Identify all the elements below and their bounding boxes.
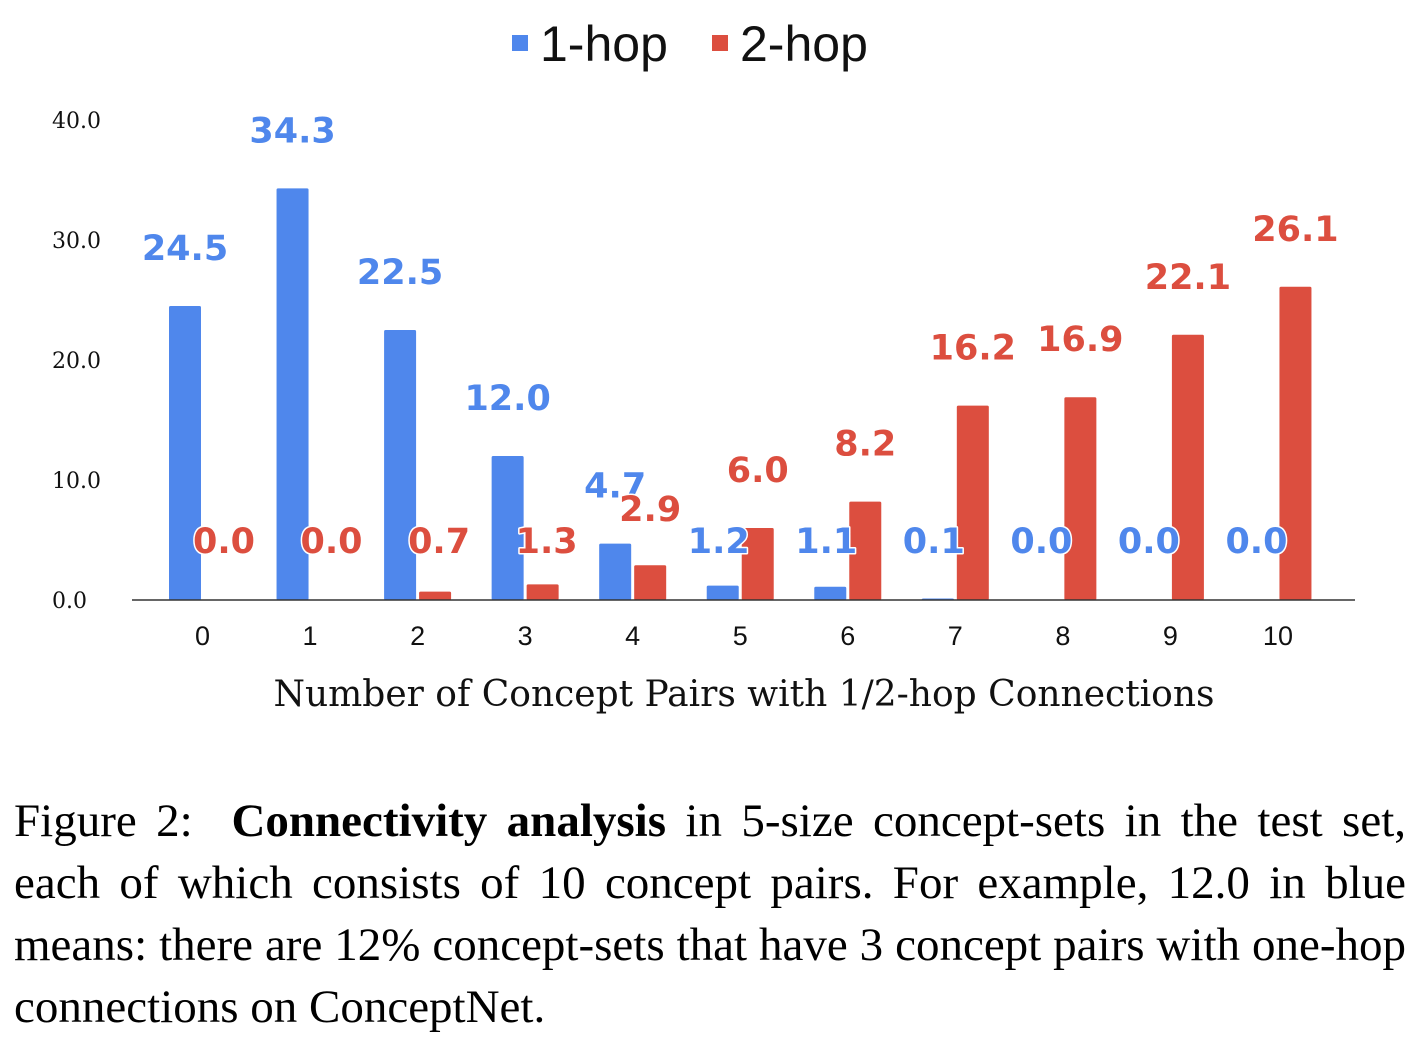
y-tick-label: 0.0 [52, 589, 87, 614]
data-label-1-hop-0: 24.5 [142, 229, 228, 269]
data-label-2-hop-0: 0.0 [193, 522, 255, 562]
bar-2-hop-3 [526, 584, 559, 600]
data-label-2-hop-6: 8.2 [834, 425, 896, 465]
x-tick-label: 5 [733, 621, 748, 651]
data-label-1-hop-2: 22.5 [357, 253, 443, 293]
caption-prefix: Figure 2: [14, 795, 193, 847]
data-label-1-hop-4: 4.7 [584, 467, 646, 507]
data-label-2-hop-2: 0.7 [408, 522, 470, 562]
bar-2-hop-8 [1064, 397, 1097, 600]
data-label-1-hop-10: 0.0 [1225, 522, 1287, 562]
bar-2-hop-4 [634, 565, 667, 600]
bar-1-hop-6 [814, 586, 847, 600]
caption-bold: Connectivity analysis [231, 795, 667, 847]
bar-2-hop-7 [956, 405, 989, 600]
data-label-1-hop-6: 1.1 [795, 522, 857, 562]
x-tick-label: 6 [840, 621, 855, 651]
x-axis-label: Number of Concept Pairs with 1/2-hop Con… [273, 674, 1214, 715]
y-tick-label: 20.0 [52, 349, 101, 374]
data-label-1-hop-3: 12.0 [464, 379, 550, 419]
bar-2-hop-5 [741, 528, 774, 600]
legend-label-2-hop: 2-hop [740, 16, 868, 72]
data-label-2-hop-8: 16.9 [1037, 320, 1123, 360]
y-axis: 0.0 10.0 20.0 30.0 40.0 [52, 109, 101, 614]
bar-1-hop-0 [169, 306, 201, 600]
x-tick-label: 7 [948, 621, 963, 651]
bars [169, 188, 1312, 600]
bar-1-hop-2 [384, 330, 417, 600]
x-tick-label: 10 [1263, 621, 1293, 651]
bar-2-hop-10 [1279, 286, 1312, 600]
data-label-1-hop-5: 1.2 [688, 522, 750, 562]
x-tick-label: 8 [1055, 621, 1070, 651]
data-label-1-hop-8: 0.0 [1010, 522, 1072, 562]
bar-1-hop-4 [599, 543, 632, 600]
bar-2-hop-6 [849, 501, 882, 600]
data-label-1-hop-7: 0.1 [903, 522, 965, 562]
data-label-2-hop-9: 22.1 [1145, 258, 1231, 298]
data-label-1-hop-1: 34.3 [249, 111, 335, 151]
bar-2-hop-9 [1171, 334, 1204, 600]
connectivity-bar-chart: 1-hop 2-hop 0.010.020.030.040.0 24.50.034… [52, 16, 1355, 715]
x-tick-label: 0 [195, 621, 210, 651]
data-label-2-hop-1: 0.0 [301, 522, 363, 562]
caption-text: in 5-size concept-sets in the test set, … [14, 795, 1407, 1033]
y-tick-label: 40.0 [52, 109, 101, 134]
legend: 1-hop 2-hop [512, 16, 868, 72]
bar-1-hop-3 [491, 456, 524, 600]
x-tick-label: 3 [518, 621, 533, 651]
data-label-2-hop-5: 6.0 [727, 451, 789, 491]
legend-swatch-1-hop [512, 35, 528, 51]
x-tick-label: 9 [1163, 621, 1178, 651]
bar-1-hop-5 [706, 585, 739, 600]
y-tick-label: 10.0 [52, 469, 101, 494]
figure-caption: Figure 2: Connectivity analysis in 5-siz… [14, 790, 1406, 1038]
data-label-1-hop-9: 0.0 [1118, 522, 1180, 562]
bar-2-hop-2 [419, 591, 452, 600]
bar-1-hop-1 [276, 188, 309, 600]
legend-swatch-2-hop [712, 35, 728, 51]
x-tick-label: 4 [625, 621, 640, 651]
legend-label-1-hop: 1-hop [540, 16, 668, 72]
x-axis: 0 1 2 3 4 5 6 7 8 9 10 [132, 599, 1355, 651]
data-labels: 24.5 0.0 34.3 0.0 22.5 0.7 12.0 1.34.72.91.2 6.0… [140, 110, 1340, 564]
data-label-2-hop-7: 16.2 [930, 329, 1016, 369]
data-label-2-hop-10: 26.1 [1252, 210, 1338, 250]
y-tick-label: 30.0 [52, 229, 101, 254]
x-tick-label: 2 [410, 621, 425, 651]
data-label-2-hop-4: 2.9 [619, 490, 681, 530]
data-label-2-hop-3: 1.3 [516, 522, 578, 562]
x-tick-label: 1 [303, 621, 318, 651]
